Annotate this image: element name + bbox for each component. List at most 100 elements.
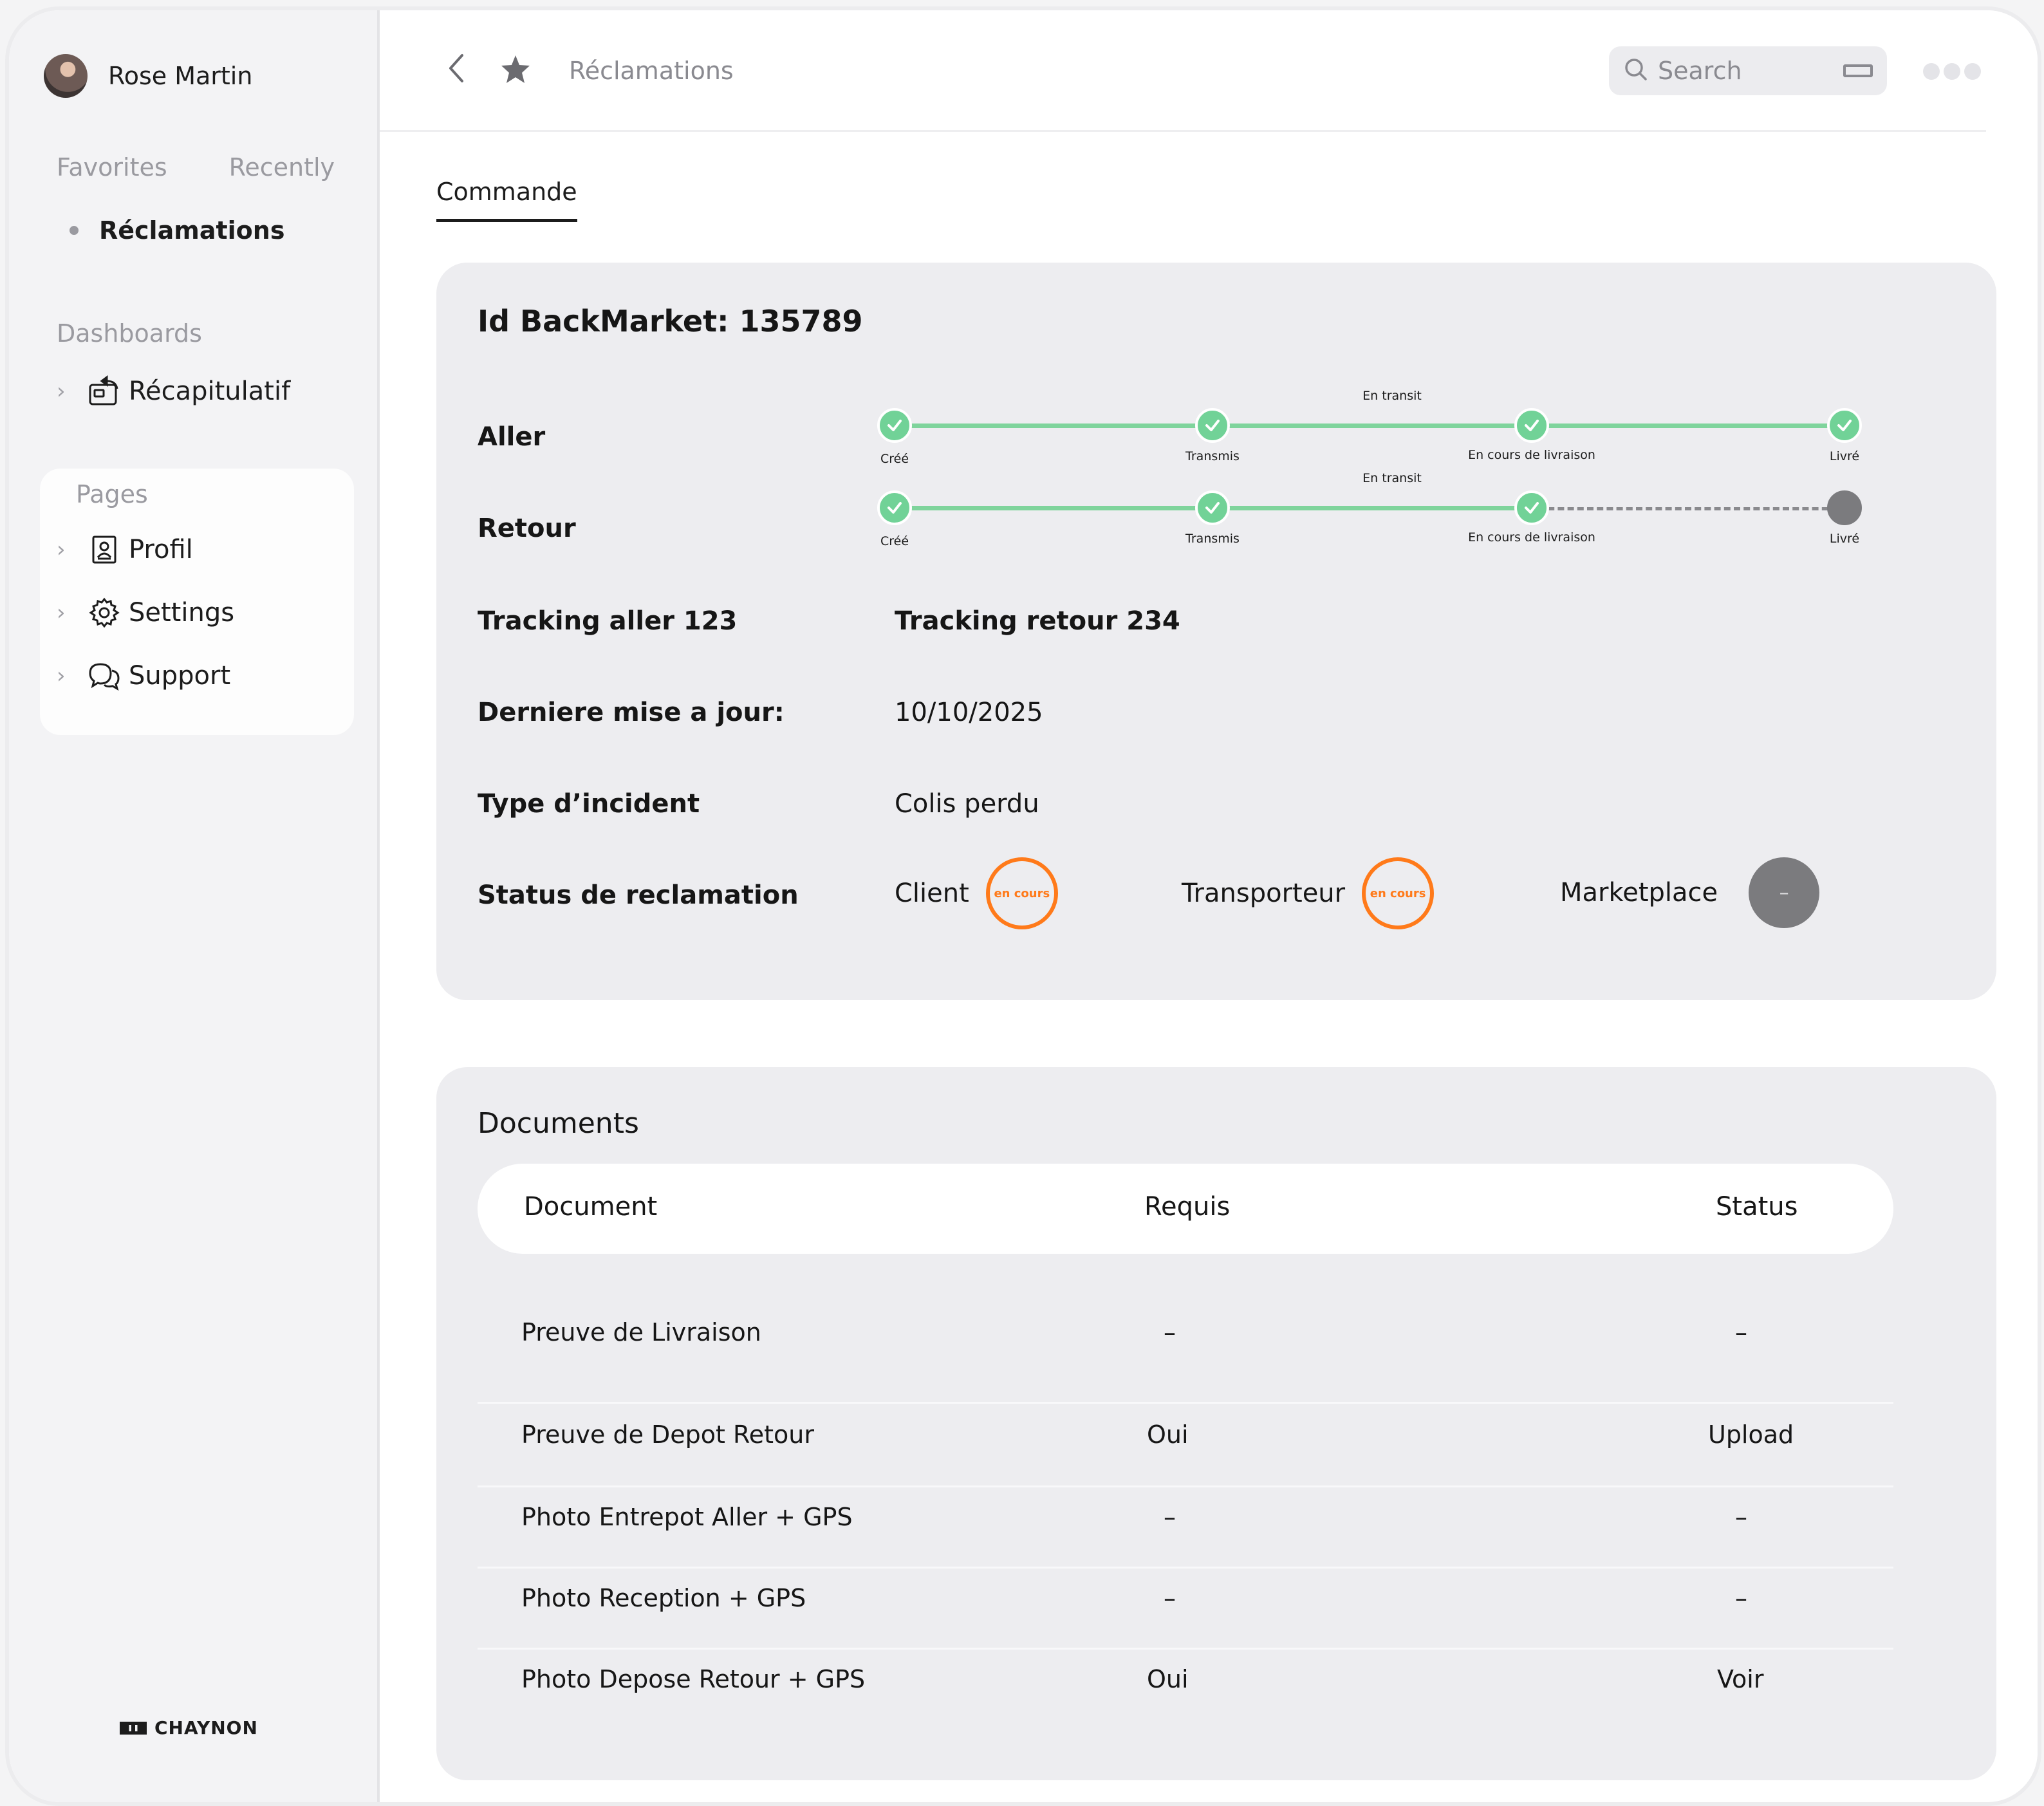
avatar xyxy=(44,54,88,98)
step-label: Livré xyxy=(1829,532,1860,546)
cell-requis: Oui xyxy=(1147,1420,1189,1449)
chevron-right-icon: › xyxy=(57,663,66,689)
sidebar-item-label: Settings xyxy=(129,598,235,628)
step-done-icon xyxy=(877,490,912,525)
status-marketplace: Marketplace – xyxy=(1560,857,1820,928)
search-icon xyxy=(1623,57,1649,85)
timeline-track-pending xyxy=(1538,507,1838,510)
chevron-right-icon: › xyxy=(57,537,66,563)
tab-recently[interactable]: Recently xyxy=(228,153,335,182)
pages-panel: Pages › Profil › xyxy=(40,469,354,735)
status-party: Client xyxy=(895,879,969,908)
cell-requis: – xyxy=(1164,1503,1176,1531)
chevron-right-icon: › xyxy=(57,600,66,626)
brand-name: CHAYNON xyxy=(154,1717,258,1738)
status-client: Client en cours xyxy=(895,857,1058,929)
incident-label: Type d’incident xyxy=(478,789,700,819)
status-transporteur: Transporteur en cours xyxy=(1182,857,1435,929)
cell-document: Preuve de Livraison xyxy=(521,1318,761,1346)
step-label: Transmis xyxy=(1185,532,1240,546)
star-icon[interactable] xyxy=(499,54,532,88)
main-content: Réclamations Search Commande Id BackMark… xyxy=(380,10,2038,1802)
last-update-label: Derniere mise a jour: xyxy=(478,698,785,727)
step-done-icon xyxy=(1514,408,1549,443)
step-label: Transmis xyxy=(1185,449,1240,463)
aller-timeline: En transit Créé Transmis En cours de liv… xyxy=(877,385,1862,469)
sidebar-tabs: Favorites Recently xyxy=(57,153,335,182)
tab-favorites[interactable]: Favorites xyxy=(57,153,167,182)
step-done-icon xyxy=(877,408,912,443)
retour-label: Retour xyxy=(478,514,576,543)
transit-label: En transit xyxy=(1362,389,1422,403)
sidebar: Rose Martin Favorites Recently Réclamati… xyxy=(9,10,380,1802)
tab-commande[interactable]: Commande xyxy=(436,178,577,222)
sidebar-item-label: Réclamations xyxy=(99,216,285,245)
order-id-title: Id BackMarket: 135789 xyxy=(478,304,863,339)
bullet-icon xyxy=(70,226,79,235)
incident-value: Colis perdu xyxy=(895,789,1039,819)
table-row[interactable]: Photo Entrepot Aller + GPS – – xyxy=(478,1485,1893,1569)
more-options-icon[interactable] xyxy=(1923,63,1981,80)
search-placeholder: Search xyxy=(1658,57,1742,85)
chat-icon xyxy=(88,659,121,693)
cell-requis: – xyxy=(1164,1584,1176,1612)
aller-label: Aller xyxy=(478,422,546,452)
step-label: Livré xyxy=(1829,449,1860,463)
sidebar-item-support[interactable]: › Support xyxy=(57,659,230,693)
profile-icon xyxy=(88,533,121,566)
back-icon[interactable] xyxy=(445,51,467,88)
sidebar-item-label: Profil xyxy=(129,535,193,564)
cell-document: Photo Reception + GPS xyxy=(521,1584,806,1612)
cell-status: – xyxy=(1735,1318,1747,1346)
column-header: Status xyxy=(1716,1192,1798,1222)
sidebar-item-reclamations[interactable]: Réclamations xyxy=(70,216,284,245)
status-party: Marketplace xyxy=(1560,878,1718,908)
table-row[interactable]: Preuve de Depot Retour Oui Upload xyxy=(478,1402,1893,1485)
breadcrumb[interactable]: Réclamations xyxy=(569,57,734,85)
user-name: Rose Martin xyxy=(108,62,253,90)
cell-requis: Oui xyxy=(1147,1665,1189,1693)
step-done-icon xyxy=(1827,408,1862,443)
cell-status: – xyxy=(1735,1584,1747,1612)
table-row[interactable]: Photo Reception + GPS – – xyxy=(478,1567,1893,1650)
last-update-value: 10/10/2025 xyxy=(895,698,1043,727)
step-label: En cours de livraison xyxy=(1468,530,1595,545)
table-header: Document Requis Status xyxy=(478,1164,1893,1254)
step-done-icon xyxy=(1195,490,1230,525)
user-profile[interactable]: Rose Martin xyxy=(44,54,252,98)
sidebar-item-label: Support xyxy=(129,661,231,691)
transit-label: En transit xyxy=(1362,471,1422,485)
sidebar-item-recapitulatif[interactable]: › Récapitulatif xyxy=(57,375,290,408)
chevron-right-icon: › xyxy=(57,378,66,404)
brand-logo: CHAYNON xyxy=(120,1717,258,1738)
sidebar-item-settings[interactable]: › Settings xyxy=(57,596,234,629)
dashboards-heading: Dashboards xyxy=(57,319,202,348)
cell-document: Photo Depose Retour + GPS xyxy=(521,1665,866,1693)
sidebar-item-label: Récapitulatif xyxy=(129,377,291,406)
step-label: En cours de livraison xyxy=(1468,448,1595,462)
recap-icon xyxy=(88,375,121,408)
top-bar: Réclamations Search xyxy=(380,10,1986,132)
cell-requis: – xyxy=(1164,1318,1176,1346)
timeline-track xyxy=(895,424,1844,428)
status-badge[interactable]: en cours xyxy=(1362,857,1435,929)
status-badge[interactable]: – xyxy=(1749,857,1820,928)
status-label: Status de reclamation xyxy=(478,880,799,910)
tracking-aller: Tracking aller 123 xyxy=(478,606,738,636)
upload-link[interactable]: Upload xyxy=(1708,1420,1794,1449)
table-row[interactable]: Preuve de Livraison – – xyxy=(478,1294,1893,1375)
table-row[interactable]: Photo Depose Retour + GPS Oui Voir xyxy=(478,1648,1893,1731)
view-link[interactable]: Voir xyxy=(1717,1665,1764,1693)
step-done-icon xyxy=(1514,490,1549,525)
tracking-retour: Tracking retour 234 xyxy=(895,606,1180,636)
cell-document: Preuve de Depot Retour xyxy=(521,1420,814,1449)
documents-card: Documents Document Requis Status Preuve … xyxy=(436,1067,1996,1780)
status-badge[interactable]: en cours xyxy=(985,857,1058,929)
sidebar-item-profil[interactable]: › Profil xyxy=(57,533,193,566)
app-window: Rose Martin Favorites Recently Réclamati… xyxy=(5,6,2041,1806)
step-done-icon xyxy=(1195,408,1230,443)
step-pending-icon xyxy=(1827,490,1862,525)
gear-icon xyxy=(88,596,121,629)
search-input[interactable]: Search xyxy=(1609,46,1887,95)
pages-heading: Pages xyxy=(76,480,148,508)
